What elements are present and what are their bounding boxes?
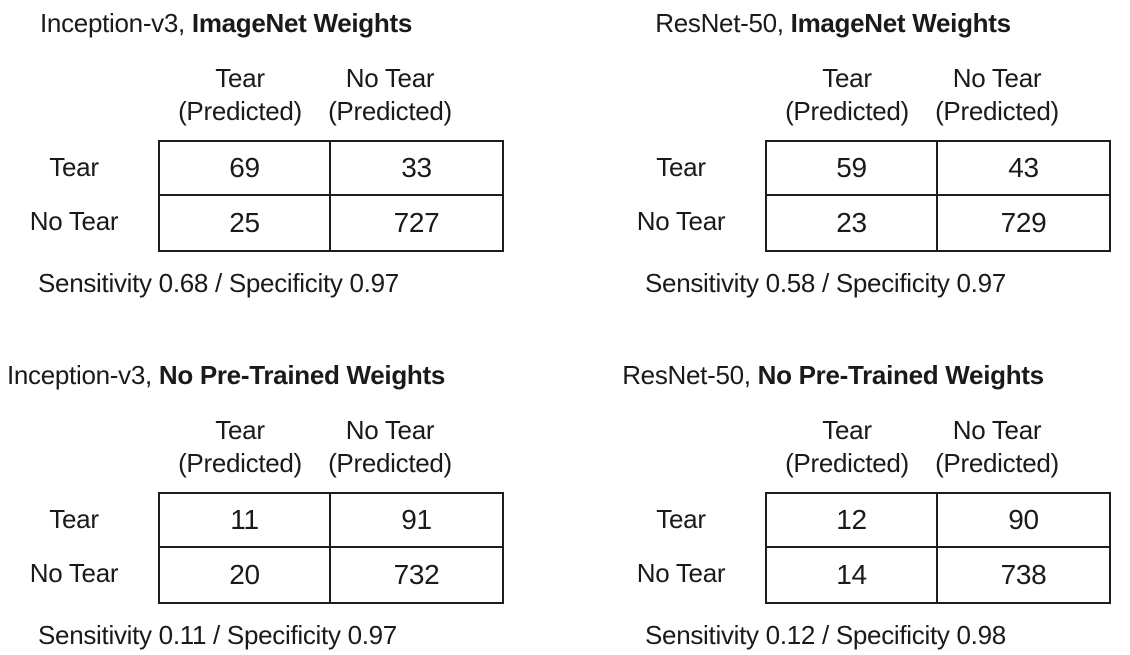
cell-true-negative: 727 <box>393 207 440 238</box>
cell-false-negative: 91 <box>331 494 502 548</box>
weights-label: ImageNet Weights <box>191 8 412 38</box>
row-label-tear: Tear <box>49 151 99 182</box>
row-label-no-tear: No Tear <box>636 205 726 236</box>
cell-true-negative: 738 <box>1000 559 1047 590</box>
cell-false-positive: 25 <box>160 196 331 250</box>
cell-false-positive: 14 <box>767 548 938 602</box>
cell-false-negative: 33 <box>331 142 502 196</box>
metrics-line: Sensitivity 0.58 / Specificity 0.97 <box>645 268 1006 298</box>
column-header-line1: Tear <box>822 415 872 445</box>
panel-title: Inception-v3, No Pre-Trained Weights <box>0 358 452 392</box>
column-header-tear: Tear (Predicted) <box>154 404 326 480</box>
column-header-line2: (Predicted) <box>785 448 909 478</box>
model-name: ResNet-50, <box>655 8 791 38</box>
cell-true-positive: 12 <box>767 494 938 548</box>
model-name: Inception-v3, <box>6 360 159 390</box>
column-header-line2: (Predicted) <box>178 448 302 478</box>
panel-resnet-scratch: ResNet-50, No Pre-Trained Weights Tear (… <box>607 352 1130 655</box>
confusion-matrix-grid: 59 43 23 729 <box>765 140 1111 252</box>
row-label-tear: Tear <box>656 503 706 534</box>
column-header-line2: (Predicted) <box>328 96 452 126</box>
panel-inception-scratch: Inception-v3, No Pre-Trained Weights Tea… <box>0 352 540 655</box>
model-name: Inception-v3, <box>40 8 192 38</box>
model-name: ResNet-50, <box>622 360 758 390</box>
cell-false-positive: 23 <box>767 196 938 250</box>
row-label-no-tear: No Tear <box>29 205 119 236</box>
metrics-line: Sensitivity 0.11 / Specificity 0.97 <box>38 620 397 650</box>
cell-false-positive: 20 <box>160 548 331 602</box>
column-header-tear: Tear (Predicted) <box>761 52 933 128</box>
cell-true-negative: 732 <box>393 559 440 590</box>
weights-label: No Pre-Trained Weights <box>158 360 446 390</box>
row-label-tear: Tear <box>656 151 706 182</box>
column-header-line2: (Predicted) <box>178 96 302 126</box>
column-header-line2: (Predicted) <box>935 448 1059 478</box>
cell-true-negative: 729 <box>1000 207 1047 238</box>
panel-title: Inception-v3, ImageNet Weights <box>0 6 452 40</box>
column-header-line1: Tear <box>215 415 265 445</box>
weights-label: No Pre-Trained Weights <box>757 360 1045 390</box>
column-header-line1: No Tear <box>345 415 435 445</box>
column-header-line1: No Tear <box>952 415 1042 445</box>
column-header-tear: Tear (Predicted) <box>154 52 326 128</box>
column-header-tear: Tear (Predicted) <box>761 404 933 480</box>
column-header-line1: Tear <box>215 63 265 93</box>
row-label-no-tear: No Tear <box>29 557 119 588</box>
confusion-matrix-grid: 69 33 25 727 <box>158 140 504 252</box>
confusion-matrix-grid: 11 91 20 732 <box>158 492 504 604</box>
column-header-no-tear: No Tear (Predicted) <box>304 404 476 480</box>
row-label-tear: Tear <box>49 503 99 534</box>
cell-false-negative: 43 <box>938 142 1109 196</box>
column-header-no-tear: No Tear (Predicted) <box>911 404 1083 480</box>
panel-resnet-imagenet: ResNet-50, ImageNet Weights Tear (Predic… <box>607 0 1130 330</box>
column-header-line1: No Tear <box>345 63 435 93</box>
metrics-line: Sensitivity 0.68 / Specificity 0.97 <box>38 268 399 298</box>
cell-true-positive: 59 <box>767 142 938 196</box>
panel-title: ResNet-50, ImageNet Weights <box>607 6 1059 40</box>
column-header-no-tear: No Tear (Predicted) <box>304 52 476 128</box>
cell-false-negative: 90 <box>938 494 1109 548</box>
cell-true-positive: 11 <box>160 494 331 548</box>
column-header-line2: (Predicted) <box>935 96 1059 126</box>
row-label-no-tear: No Tear <box>636 557 726 588</box>
column-header-line2: (Predicted) <box>328 448 452 478</box>
confusion-matrix-grid: 12 90 14 738 <box>765 492 1111 604</box>
cell-true-positive: 69 <box>160 142 331 196</box>
column-header-no-tear: No Tear (Predicted) <box>911 52 1083 128</box>
column-header-line1: Tear <box>822 63 872 93</box>
panel-inception-imagenet: Inception-v3, ImageNet Weights Tear (Pre… <box>0 0 540 330</box>
metrics-line: Sensitivity 0.12 / Specificity 0.98 <box>645 620 1006 650</box>
weights-label: ImageNet Weights <box>790 8 1011 38</box>
column-header-line2: (Predicted) <box>785 96 909 126</box>
column-header-line1: No Tear <box>952 63 1042 93</box>
panel-title: ResNet-50, No Pre-Trained Weights <box>607 358 1059 392</box>
